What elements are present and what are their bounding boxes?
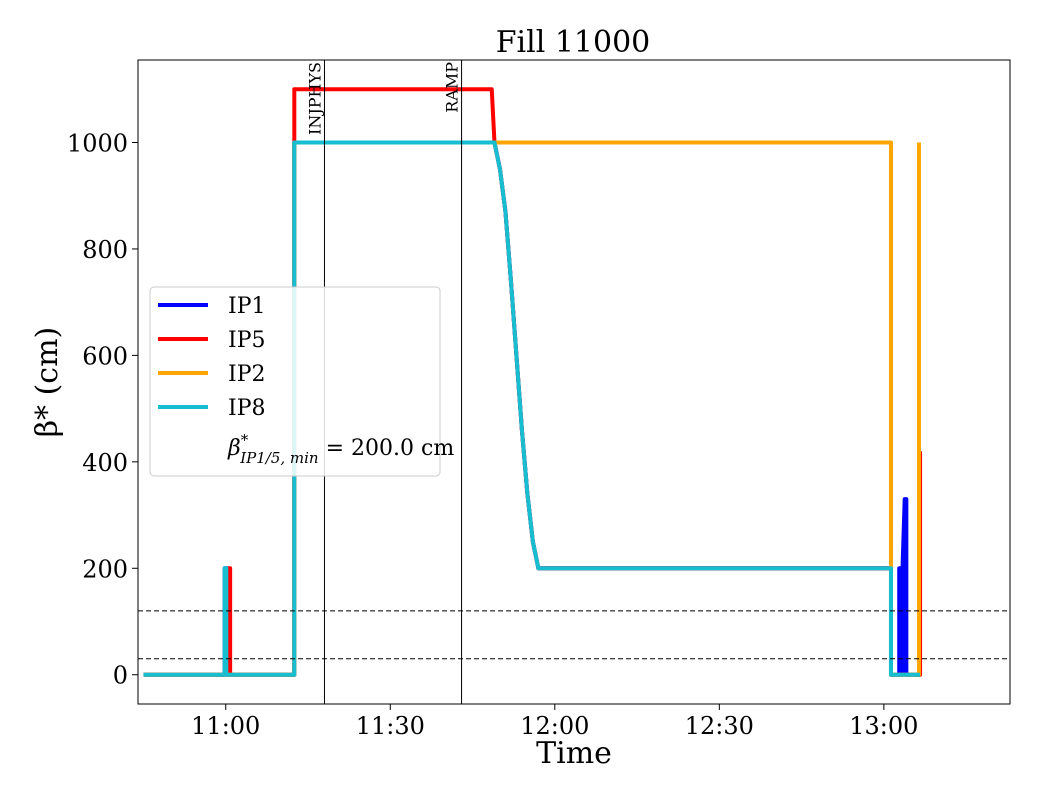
x-tick-label: 11:00 bbox=[191, 712, 260, 740]
legend-annotation: β* IP1/5, min = 200.0 cm bbox=[227, 431, 454, 467]
annotation-text: = 200.0 cm bbox=[319, 436, 455, 461]
y-tick-label: 200 bbox=[82, 555, 128, 583]
series-line-ip8 bbox=[143, 140, 921, 677]
legend-label-ip2: IP2 bbox=[228, 362, 266, 387]
legend-box bbox=[149, 286, 441, 477]
y-tick-label: 400 bbox=[82, 449, 128, 477]
annotation-superscript: * bbox=[241, 431, 249, 449]
x-axis-label: Time bbox=[536, 736, 612, 771]
series-layer bbox=[143, 87, 923, 677]
y-tick-label: 0 bbox=[113, 662, 128, 690]
x-tick-label: 12:30 bbox=[685, 712, 754, 740]
legend-label-ip1: IP1 bbox=[228, 294, 266, 319]
legend-entries: IP1 IP5 IP2 IP8 bbox=[158, 294, 266, 421]
vline-label-injphys: INJPHYS bbox=[305, 62, 324, 135]
reference-lines: INJPHYS RAMP bbox=[138, 60, 1010, 704]
y-tick-label: 800 bbox=[82, 236, 128, 264]
y-axis-ticks: 0 200 400 600 800 1000 bbox=[67, 129, 138, 690]
legend: IP1 IP5 IP2 IP8 β* IP1/5, min = 200.0 cm bbox=[149, 286, 454, 477]
x-tick-label: 12:00 bbox=[520, 712, 589, 740]
y-tick-label: 600 bbox=[82, 342, 128, 370]
x-tick-label: 11:30 bbox=[356, 712, 425, 740]
annotation-subscript: IP1/5, min bbox=[239, 449, 318, 467]
vline-label-ramp: RAMP bbox=[443, 62, 462, 113]
x-tick-label: 13:00 bbox=[849, 712, 918, 740]
plot-frame bbox=[137, 59, 1011, 705]
legend-label-ip8: IP8 bbox=[228, 396, 266, 421]
x-axis-ticks: 11:00 11:30 12:00 12:30 13:00 bbox=[191, 704, 918, 740]
y-axis-label: β* (cm) bbox=[30, 327, 65, 438]
chart-title: Fill 11000 bbox=[496, 25, 651, 60]
annotation-symbol: β bbox=[227, 436, 241, 461]
legend-label-ip5: IP5 bbox=[228, 328, 266, 353]
y-tick-label: 1000 bbox=[67, 129, 128, 157]
